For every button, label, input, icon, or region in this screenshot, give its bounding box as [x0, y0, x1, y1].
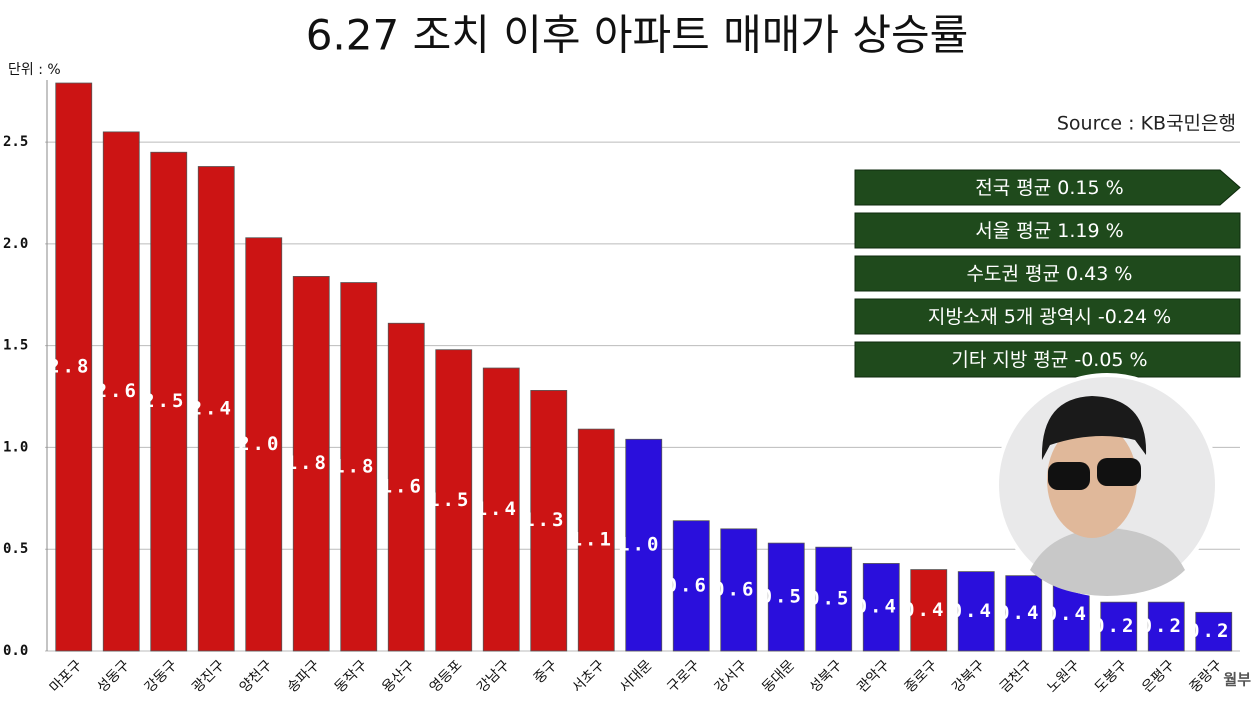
y-tick-label: 2.0: [3, 236, 28, 252]
plot: 0.00.51.01.52.02.52.8마포구2.6성동구2.5강동구2.4광…: [3, 80, 1240, 696]
y-tick-label: 1.0: [3, 439, 28, 455]
value-label: 0.2: [1093, 615, 1136, 637]
value-label: 0.5: [761, 586, 804, 608]
info-box: [854, 341, 1241, 378]
value-label: 2.8: [48, 356, 91, 378]
bar: [1147, 601, 1185, 652]
value-label: 0.6: [666, 574, 709, 596]
bar: [150, 151, 188, 652]
info-text: 기타 지방 평균 -0.05 %: [951, 349, 1147, 371]
source: Source : KB국민은행: [1057, 113, 1236, 135]
info-box: [854, 255, 1241, 292]
value-label: 1.5: [428, 489, 471, 511]
info-text: 지방소재 5개 광역시 -0.24 %: [928, 306, 1171, 328]
info-text: 서울 평균 1.19 %: [975, 220, 1123, 242]
bar: [1195, 611, 1233, 652]
bar: [387, 322, 425, 652]
bar: [530, 390, 568, 652]
presenter-photo: [995, 373, 1219, 597]
y-tick-label: 2.5: [3, 134, 28, 150]
value-label: 0.4: [1046, 603, 1089, 625]
value-label: 1.6: [381, 476, 424, 498]
bar: [625, 438, 663, 652]
sunglasses: [1097, 458, 1141, 486]
hair: [1041, 396, 1147, 460]
value-label: 0.2: [1188, 620, 1231, 642]
shoulders: [1030, 528, 1185, 596]
y-tick-label: 1.5: [3, 338, 28, 354]
value-label: 0.4: [998, 602, 1041, 624]
value-label: 1.8: [333, 455, 376, 477]
value-label: 0.4: [856, 596, 899, 618]
info-box: [854, 298, 1241, 335]
y-tick-label: 0.0: [3, 643, 28, 659]
info-boxes: 전국 평균 0.15 % 서울 평균 1.19 % 수도권 평균 0.43 % 지방소…: [854, 169, 1241, 378]
value-label: 0.6: [713, 578, 756, 600]
bar: [910, 569, 948, 652]
bar: [672, 520, 710, 652]
bar: [102, 131, 140, 652]
bar: [1100, 601, 1138, 652]
bar: [815, 546, 853, 652]
info-text: 전국 평균 0.15 %: [975, 177, 1123, 199]
info-box: [854, 212, 1241, 249]
sunglasses: [1048, 462, 1090, 490]
chart-title: 6.27 조치 이후 아파트 매매가 상승률: [306, 11, 969, 60]
value-label: 2.4: [191, 397, 234, 419]
bar: [197, 166, 235, 652]
info-box: [854, 169, 1241, 206]
value-label: 0.4: [951, 600, 994, 622]
watermark: 월부: [1223, 671, 1251, 689]
value-label: 0.2: [1141, 615, 1184, 637]
bar: [55, 82, 93, 652]
value-label: 2.0: [238, 433, 281, 455]
face: [1047, 422, 1137, 538]
bar: [720, 528, 758, 652]
bar: [482, 367, 520, 652]
value-label: 1.0: [618, 534, 661, 556]
info-text: 수도권 평균 0.43 %: [967, 263, 1133, 285]
bar: [957, 571, 995, 652]
value-label: 2.5: [143, 390, 186, 412]
value-label: 0.4: [903, 599, 946, 621]
value-label: 1.1: [571, 529, 614, 551]
unit-label: 단위 : %: [8, 62, 61, 78]
bar: [435, 349, 473, 652]
y-tick-label: 0.5: [3, 541, 28, 557]
bar: [767, 542, 805, 652]
value-label: 0.5: [808, 588, 851, 610]
value-label: 1.3: [523, 509, 566, 531]
bar: [577, 428, 615, 652]
bar: [245, 237, 283, 652]
bar: [292, 276, 330, 652]
value-label: 1.8: [286, 452, 329, 474]
bar: [340, 282, 378, 652]
value-label: 2.6: [96, 380, 139, 402]
bar: [862, 563, 900, 652]
value-label: 1.4: [476, 498, 519, 520]
bar: [1005, 575, 1043, 652]
